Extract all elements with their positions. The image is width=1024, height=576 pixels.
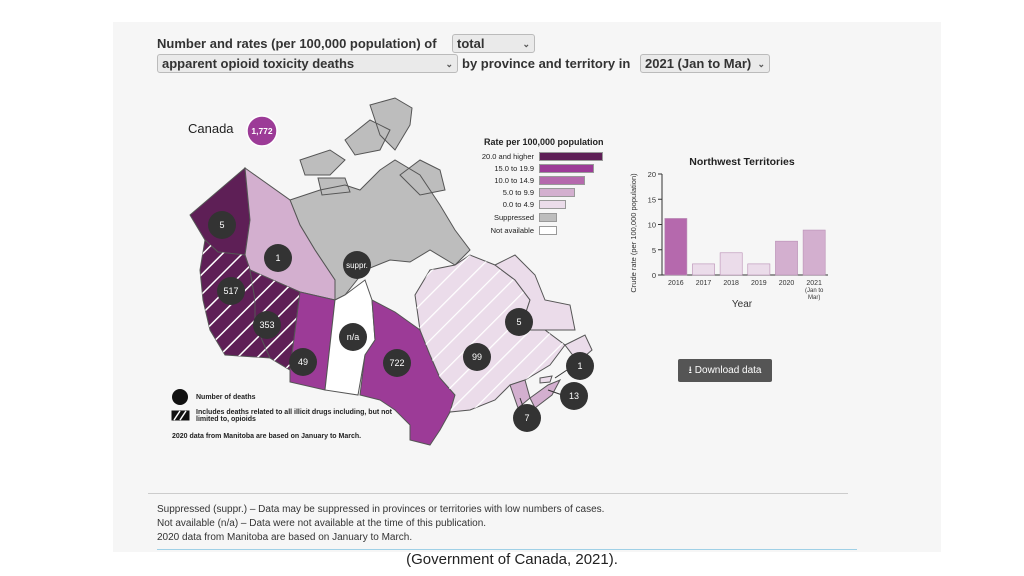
legend-label: 15.0 to 19.9	[494, 164, 534, 173]
period-select-value: 2021 (Jan to Mar)	[645, 56, 752, 71]
x-tick-label: 2021	[806, 280, 822, 287]
download-icon: ⭳	[688, 365, 693, 376]
bubble-sk: 49	[298, 357, 308, 367]
legend-title: Rate per 100,000 population	[484, 137, 604, 147]
legend-swatch	[539, 213, 557, 222]
outcome-select-value: apparent opioid toxicity deaths	[162, 56, 355, 71]
outcome-select[interactable]: apparent opioid toxicity deaths ⌄	[157, 54, 458, 73]
legend-swatch	[539, 226, 557, 235]
footnote-not-available: Not available (n/a) – Data were not avai…	[157, 518, 487, 529]
measure-select-value: total	[457, 36, 485, 51]
chart-title: Northwest Territories	[689, 156, 795, 168]
manitoba-note: 2020 data from Manitoba are based on Jan…	[172, 433, 362, 440]
download-label: Download data	[694, 365, 762, 376]
bubble-pe: 1	[577, 361, 582, 371]
y-tick-label: 15	[648, 195, 656, 204]
bubble-yt: 5	[219, 220, 224, 230]
nwt-bar-chart: Northwest Territories Crude rate (per 10…	[629, 156, 828, 310]
national-label: Canada	[188, 121, 234, 136]
bar-2018	[719, 252, 743, 276]
legend-label: Not available	[490, 226, 534, 235]
header-prefix: Number and rates (per 100,000 population…	[157, 36, 437, 51]
y-tick-label: 0	[652, 271, 656, 280]
legend-swatch	[539, 200, 566, 209]
footnote-manitoba: 2020 data from Manitoba are based on Jan…	[157, 532, 413, 543]
deaths-key-icon	[172, 389, 188, 405]
national-bubble: 1,772	[246, 115, 278, 147]
panel-bottom-rule	[157, 549, 857, 550]
chevron-down-icon: ⌄	[445, 59, 453, 69]
bar-2020	[775, 240, 798, 276]
legend-swatch	[539, 152, 603, 161]
bubble-qc: 99	[472, 352, 482, 362]
bubble-ab: 353	[259, 320, 274, 330]
deaths-key-label: Number of deaths	[196, 394, 256, 401]
chevron-down-icon: ⌄	[522, 39, 530, 49]
download-data-button[interactable]: ⭳ Download data	[678, 359, 772, 382]
source-caption: (Government of Canada, 2021).	[406, 551, 618, 568]
x-tick-label: 2017	[696, 280, 712, 287]
y-axis-label: Crude rate (per 100,000 population)	[629, 173, 638, 293]
measure-select[interactable]: total ⌄	[452, 34, 535, 53]
bubble-nu: suppr.	[346, 261, 368, 270]
x-tick-label: 2018	[723, 280, 739, 287]
legend-label: 20.0 and higher	[481, 152, 534, 161]
legend-label: Suppressed	[493, 213, 534, 222]
bubble-bc: 517	[223, 286, 238, 296]
bubble-nt: 1	[275, 253, 280, 263]
bar-2016	[664, 218, 688, 276]
x-tick-label: 2016	[668, 280, 684, 287]
footnote-suppressed: Suppressed (suppr.) – Data may be suppre…	[157, 504, 605, 515]
bubble-ns: 13	[569, 391, 579, 401]
bubble-nl: 5	[516, 317, 521, 327]
legend-swatch	[539, 176, 585, 185]
x-tick-sublabel: (Jan to	[805, 288, 824, 294]
y-tick-label: 10	[648, 221, 656, 230]
legend-swatch	[539, 188, 575, 197]
x-axis-label: Year	[732, 299, 753, 310]
chevron-down-icon: ⌄	[757, 59, 765, 69]
y-tick-label: 5	[652, 246, 656, 255]
y-tick-label: 20	[648, 170, 656, 179]
x-tick-label: 2019	[751, 280, 767, 287]
legend-swatch	[539, 164, 594, 173]
period-select[interactable]: 2021 (Jan to Mar) ⌄	[640, 54, 770, 73]
bar-2019	[747, 263, 771, 276]
bubble-nb: 7	[524, 413, 529, 423]
header-middle: by province and territory in	[462, 56, 631, 71]
bar-2017	[692, 263, 715, 276]
legend-label: 5.0 to 9.9	[502, 188, 534, 197]
bubble-mb: n/a	[347, 332, 360, 342]
legend-label: 10.0 to 14.9	[494, 176, 534, 185]
national-count: 1,772	[251, 126, 273, 136]
x-tick-sublabel: Mar)	[808, 295, 820, 301]
bar-2021	[802, 229, 826, 276]
bubble-on: 722	[389, 358, 404, 368]
hatch-key-label: Includes deaths related to all illicit d…	[196, 409, 393, 423]
x-tick-label: 2020	[779, 280, 795, 287]
legend-label: 0.0 to 4.9	[502, 200, 534, 209]
footnote-divider	[148, 493, 848, 494]
